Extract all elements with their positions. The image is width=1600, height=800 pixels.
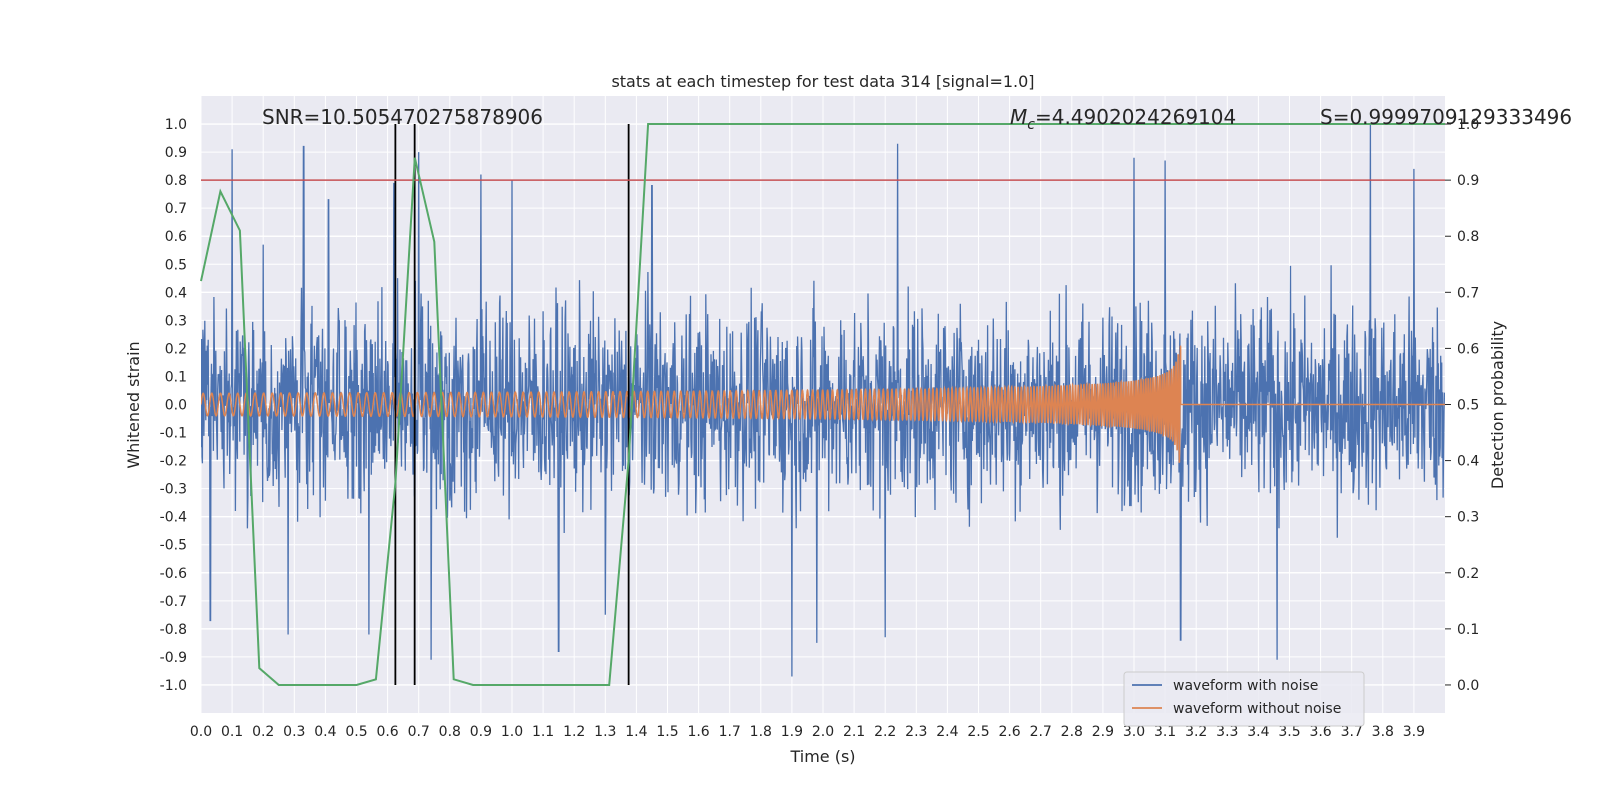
x-tick-label: 1.8 — [750, 724, 772, 740]
x-tick-label: 1.4 — [625, 724, 647, 740]
y2-axis-ticks: 1.0 0.9 0.8 0.7 0.6 0.5 0.4 0.3 0.2 0.1 0.0 — [1445, 117, 1479, 694]
chirp-mass-annotation: Mc=4.4902024269104 — [1010, 105, 1236, 133]
x-tick-label: 3.0 — [1123, 724, 1145, 740]
x-tick-label: 0.5 — [345, 724, 367, 740]
chirp-mass-subscript: c — [1027, 117, 1035, 133]
y2-axis-label: Detection probability — [1488, 321, 1507, 489]
y2-tick-label: 0.8 — [1457, 229, 1479, 245]
x-tick-label: 0.2 — [252, 724, 274, 740]
y-tick-label: 0.2 — [165, 341, 187, 357]
y-tick-label: -0.6 — [160, 566, 187, 582]
y2-tick-label: 0.6 — [1457, 341, 1479, 357]
x-tick-label: 1.7 — [719, 724, 741, 740]
y-tick-label: 0.3 — [165, 313, 187, 329]
y2-tick-label: 1.0 — [1457, 117, 1479, 133]
y2-tick-label: 0.4 — [1457, 454, 1479, 470]
x-tick-label: 2.6 — [998, 724, 1020, 740]
x-tick-label: 3.9 — [1403, 724, 1425, 740]
x-tick-label: 1.3 — [594, 724, 616, 740]
x-tick-label: 2.4 — [936, 724, 958, 740]
y-tick-label: -0.1 — [160, 426, 187, 442]
series-line-detection-probability — [200, 123, 1445, 686]
y-tick-label: 0.7 — [165, 201, 187, 217]
x-tick-label: 0.6 — [376, 724, 398, 740]
legend-box — [1123, 671, 1365, 727]
x-tick-label: 0.7 — [408, 724, 430, 740]
x-tick-label: 1.5 — [656, 724, 678, 740]
x-tick-label: 1.1 — [532, 724, 554, 740]
x-tick-label: 3.4 — [1247, 724, 1269, 740]
x-tick-label: 2.8 — [1061, 724, 1083, 740]
y-tick-label: 0.5 — [165, 257, 187, 273]
x-tick-label: 1.6 — [687, 724, 709, 740]
y2-tick-label: 0.3 — [1457, 510, 1479, 526]
y-tick-label: -0.7 — [160, 594, 187, 610]
x-tick-label: 1.0 — [501, 724, 523, 740]
vertical-markers — [394, 124, 630, 685]
x-tick-label: 2.1 — [843, 724, 865, 740]
x-tick-label: 3.7 — [1341, 724, 1363, 740]
x-tick-label: 3.3 — [1216, 724, 1238, 740]
x-tick-label: 0.1 — [221, 724, 243, 740]
y-tick-label: 0.1 — [165, 369, 187, 385]
legend-label-waveform-without-noise: waveform without noise — [1173, 701, 1341, 717]
chirp-mass-value: =4.4902024269104 — [1035, 105, 1236, 129]
y2-tick-label: 0.5 — [1457, 398, 1479, 414]
y-tick-label: 0.4 — [165, 285, 187, 301]
x-tick-label: 0.0 — [190, 724, 212, 740]
x-tick-label: 2.5 — [967, 724, 989, 740]
y-tick-label: -1.0 — [160, 678, 187, 694]
y-tick-label: 0.8 — [165, 173, 187, 189]
legend-label-waveform-with-noise: waveform with noise — [1173, 678, 1318, 694]
y-tick-label: -0.9 — [160, 650, 187, 666]
x-axis-ticks: 0.0 0.1 0.2 0.3 0.4 0.5 0.6 0.7 0.8 0.9 1.0 1.1 1.2 1… — [190, 724, 1425, 740]
x-tick-label: 3.8 — [1372, 724, 1394, 740]
x-tick-label: 3.5 — [1278, 724, 1300, 740]
y-tick-label: 1.0 — [165, 117, 187, 133]
y2-tick-label: 0.1 — [1457, 622, 1479, 638]
x-tick-label: 3.2 — [1185, 724, 1207, 740]
y2-tick-label: 0.9 — [1457, 173, 1479, 189]
y-tick-label: -0.4 — [160, 510, 187, 526]
x-tick-label: 0.9 — [470, 724, 492, 740]
y2-tick-label: 0.7 — [1457, 285, 1479, 301]
y-tick-label: -0.8 — [160, 622, 187, 638]
x-tick-label: 0.4 — [314, 724, 336, 740]
y-tick-label: -0.2 — [160, 454, 187, 470]
y-tick-label: -0.3 — [160, 482, 187, 498]
y-axis-ticks: 1.0 0.9 0.8 0.7 0.6 0.5 0.4 0.3 0.2 0.1 0.0 -0.1 -0.… — [160, 117, 187, 694]
chirp-mass-symbol: M — [1010, 105, 1027, 129]
series-line-waveform-without-noise — [201, 345, 1445, 463]
y-tick-label: -0.5 — [160, 538, 187, 554]
x-tick-label: 3.1 — [1154, 724, 1176, 740]
chart-title: stats at each timestep for test data 314… — [611, 72, 1034, 91]
x-tick-label: 2.9 — [1092, 724, 1114, 740]
legend: waveform with noise waveform without noi… — [1123, 671, 1365, 727]
x-tick-label: 2.7 — [1030, 724, 1052, 740]
y-tick-label: 0.6 — [165, 229, 187, 245]
score-annotation: S=0.9999709129333496 — [1320, 105, 1572, 129]
x-tick-label: 1.9 — [781, 724, 803, 740]
x-tick-label: 0.8 — [439, 724, 461, 740]
x-axis-label: Time (s) — [789, 747, 855, 766]
snr-annotation: SNR=10.505470275878906 — [262, 105, 543, 129]
x-tick-label: 1.2 — [563, 724, 585, 740]
y2-tick-label: 0.0 — [1457, 678, 1479, 694]
x-tick-label: 3.6 — [1309, 724, 1331, 740]
x-tick-label: 2.0 — [812, 724, 834, 740]
x-tick-label: 0.3 — [283, 724, 305, 740]
x-tick-label: 2.2 — [874, 724, 896, 740]
y-tick-label: 0.9 — [165, 145, 187, 161]
y-tick-label: 0.0 — [165, 398, 187, 414]
x-tick-label: 2.3 — [905, 724, 927, 740]
y-axis-label: Whitened strain — [124, 341, 143, 468]
y2-tick-label: 0.2 — [1457, 566, 1479, 582]
